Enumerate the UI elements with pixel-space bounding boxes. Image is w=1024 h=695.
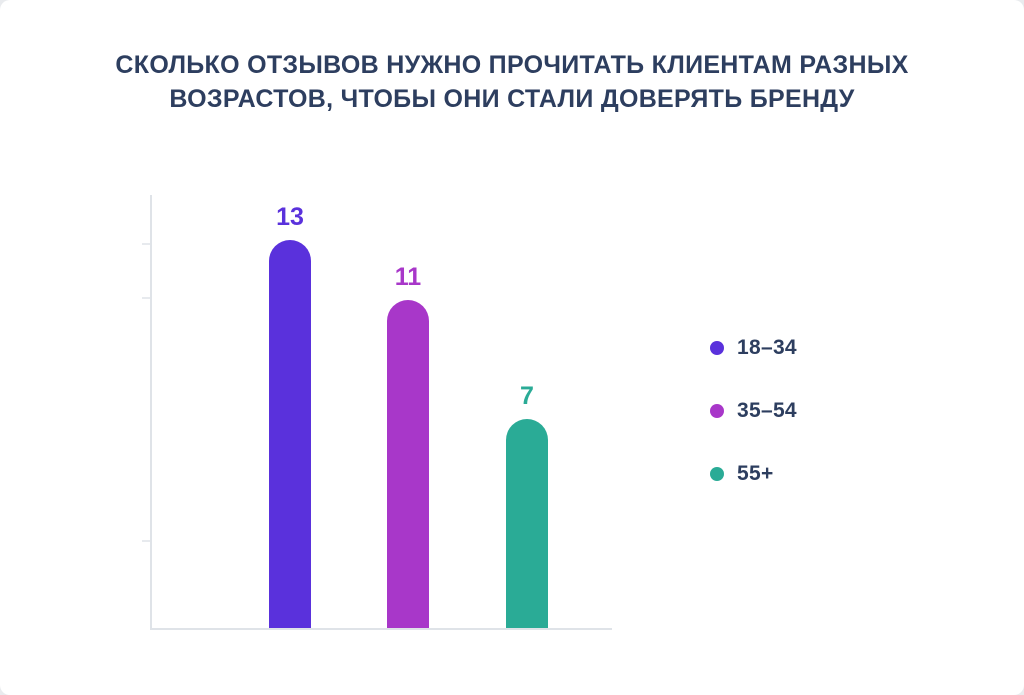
legend-dot-icon xyxy=(710,467,724,481)
legend-item-55-plus: 55+ xyxy=(710,462,797,486)
y-axis-tick xyxy=(142,297,150,299)
legend: 18–34 35–54 55+ xyxy=(710,336,797,525)
legend-label: 18–34 xyxy=(737,336,797,359)
bar-18-34: 13 xyxy=(269,203,311,628)
bar-value-label: 13 xyxy=(276,203,304,231)
legend-item-18-34: 18–34 xyxy=(710,336,797,360)
chart-title: СКОЛЬКО ОТЗЫВОВ НУЖНО ПРОЧИТАТЬ КЛИЕНТАМ… xyxy=(115,51,909,113)
legend-dot-icon xyxy=(710,404,724,418)
bar-value-label: 7 xyxy=(520,382,534,410)
legend-label: 35–54 xyxy=(737,399,797,422)
legend-dot-icon xyxy=(710,341,724,355)
bar-55-plus: 7 xyxy=(506,382,548,628)
legend-item-35-54: 35–54 xyxy=(710,399,797,423)
x-axis-line xyxy=(150,628,612,630)
bar-35-54: 11 xyxy=(387,263,429,628)
bar-value-label: 11 xyxy=(394,263,422,291)
y-axis-tick xyxy=(142,243,150,245)
y-axis-tick xyxy=(142,540,150,542)
y-axis-line xyxy=(150,195,152,630)
legend-label: 55+ xyxy=(737,462,774,485)
plot-area: 13 11 7 xyxy=(142,195,612,630)
